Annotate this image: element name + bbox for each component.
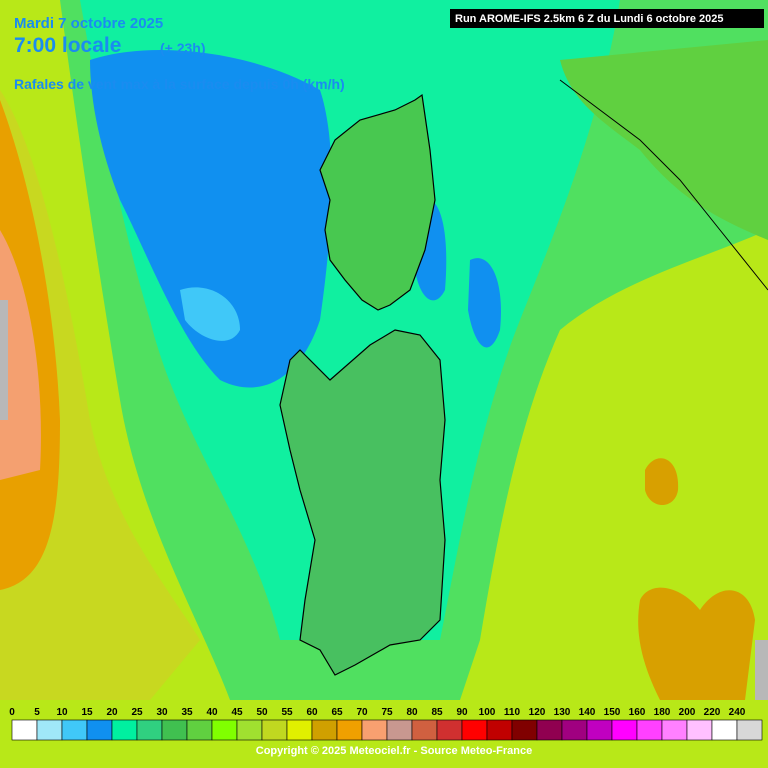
legend-label: 60 (306, 707, 318, 718)
legend-label: 80 (406, 707, 418, 718)
legend-label: 0 (9, 707, 15, 718)
legend-swatch (311, 719, 338, 741)
legend-label: 30 (156, 707, 168, 718)
legend-swatch (11, 719, 38, 741)
run-info: Run AROME-IFS 2.5km 6 Z du Lundi 6 octob… (455, 13, 724, 25)
legend-swatch (711, 719, 738, 741)
legend-label: 240 (729, 707, 746, 718)
legend-label: 70 (356, 707, 368, 718)
legend-swatch (186, 719, 213, 741)
field-zone (0, 230, 41, 480)
legend-label: 220 (704, 707, 721, 718)
field-zone (638, 587, 755, 700)
legend-label: 20 (106, 707, 118, 718)
field-zone (560, 40, 768, 240)
legend-swatch (86, 719, 113, 741)
field-zone (645, 458, 679, 505)
legend-label: 120 (529, 707, 546, 718)
field-zone (0, 300, 8, 420)
field-zone (468, 258, 501, 348)
legend-swatch (136, 719, 163, 741)
map-title: Rafales de vent max à la surface depuis … (14, 76, 345, 92)
legend-label: 180 (654, 707, 671, 718)
legend-label: 100 (479, 707, 496, 718)
legend-swatch (736, 719, 763, 741)
field-zone (755, 640, 768, 700)
field-zone (90, 50, 332, 388)
legend-swatch (536, 719, 563, 741)
corsica (319, 93, 436, 311)
run-box (450, 9, 764, 28)
legend-swatch (611, 719, 638, 741)
legend-swatch (386, 719, 413, 741)
legend-label: 45 (231, 707, 243, 718)
legend-swatch (436, 719, 463, 741)
legend-swatch (61, 719, 88, 741)
legend-swatch (636, 719, 663, 741)
legend-label: 130 (554, 707, 571, 718)
legend-swatch (411, 719, 438, 741)
legend-label: 75 (381, 707, 393, 718)
legend-swatch (686, 719, 713, 741)
legend-label: 85 (431, 707, 443, 718)
legend-label: 65 (331, 707, 343, 718)
legend-label: 40 (206, 707, 218, 718)
legend-label: 90 (456, 707, 468, 718)
italy-coast (559, 79, 768, 291)
legend-label: 50 (256, 707, 268, 718)
sardinia (279, 329, 446, 676)
legend-label: 15 (81, 707, 93, 718)
legend-label: 110 (504, 707, 521, 718)
legend-swatch (336, 719, 363, 741)
legend-label: 5 (34, 707, 40, 718)
legend-label: 160 (629, 707, 646, 718)
legend-swatch (36, 719, 63, 741)
legend-swatch (461, 719, 488, 741)
legend-swatch (236, 719, 263, 741)
legend-swatch (211, 719, 238, 741)
legend-swatch (661, 719, 688, 741)
legend-swatch (511, 719, 538, 741)
legend-swatch (286, 719, 313, 741)
field-zone (180, 287, 240, 341)
legend-swatch (586, 719, 613, 741)
legend-label: 25 (131, 707, 143, 718)
legend-swatch (561, 719, 588, 741)
legend-swatch (161, 719, 188, 741)
legend-swatch (111, 719, 138, 741)
field-zone (0, 90, 200, 700)
legend-label: 35 (181, 707, 193, 718)
legend-label: 200 (679, 707, 696, 718)
legend: 0 5 10 15 20 25 30 35 40 45 50 55 60 65 70 75 80 85 90 100 1… (9, 707, 763, 741)
legend-label: 150 (604, 707, 621, 718)
legend-swatch (486, 719, 513, 741)
legend-label: 10 (56, 707, 68, 718)
lead-time: (+ 23h) (160, 40, 206, 56)
copyright: Copyright © 2025 Meteociel.fr - Source M… (256, 745, 532, 757)
legend-swatch (361, 719, 388, 741)
legend-label: 140 (579, 707, 596, 718)
date: Mardi 7 octobre 2025 (14, 15, 163, 32)
legend-label: 55 (281, 707, 293, 718)
time: 7:00 locale (14, 34, 121, 57)
legend-swatch (261, 719, 288, 741)
